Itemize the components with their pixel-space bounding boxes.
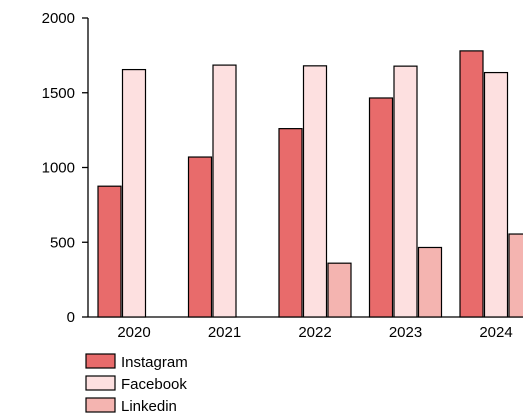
bar-instagram-2022: [278, 128, 303, 318]
legend-swatch-facebook: [85, 375, 116, 391]
legend: Instagram Facebook Linkedin: [85, 353, 188, 415]
y-axis: 0 500 1000 1500 2000: [42, 10, 89, 326]
y-tick-label: 1000: [42, 160, 75, 177]
legend-label-instagram: Instagram: [121, 354, 188, 371]
legend-swatch-linkedin: [85, 397, 116, 413]
legend-swatch-instagram: [85, 353, 116, 369]
bar-facebook-2021: [212, 64, 237, 318]
x-tick-label: 2020: [117, 324, 150, 341]
bars: [97, 50, 523, 318]
bar-facebook-2022: [302, 65, 328, 318]
bar-instagram-2020: [97, 185, 122, 318]
bar-instagram-2023: [368, 97, 394, 318]
legend-label-linkedin: Linkedin: [121, 398, 177, 415]
bar-linkedin-2023: [417, 246, 443, 318]
legend-label-facebook: Facebook: [121, 376, 187, 393]
bar-facebook-2023: [393, 65, 418, 318]
y-tick-label: 500: [50, 234, 75, 251]
x-tick-label: 2022: [298, 324, 331, 341]
bar-linkedin-2024: [508, 233, 523, 318]
x-tick-label: 2023: [389, 324, 422, 341]
bar-facebook-2020: [121, 68, 147, 318]
bar-instagram-2024: [459, 50, 484, 318]
y-tick-label: 1500: [42, 85, 75, 102]
bar-facebook-2024: [483, 71, 509, 318]
y-tick-label: 2000: [42, 10, 75, 27]
x-axis: 2020 2021 2022 2023 2024: [88, 316, 523, 341]
x-tick-label: 2021: [208, 324, 241, 341]
x-tick-label: 2024: [479, 324, 512, 341]
y-tick-label: 0: [67, 309, 75, 326]
bar-linkedin-2022: [327, 262, 352, 318]
bar-instagram-2021: [187, 156, 213, 318]
